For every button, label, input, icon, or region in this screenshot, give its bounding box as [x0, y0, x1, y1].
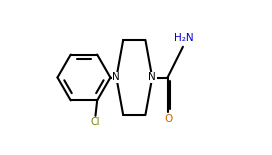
- Text: N: N: [113, 73, 120, 82]
- Text: O: O: [165, 114, 173, 124]
- Text: Cl: Cl: [91, 117, 100, 127]
- Text: N: N: [148, 73, 156, 82]
- Text: H₂N: H₂N: [174, 33, 194, 42]
